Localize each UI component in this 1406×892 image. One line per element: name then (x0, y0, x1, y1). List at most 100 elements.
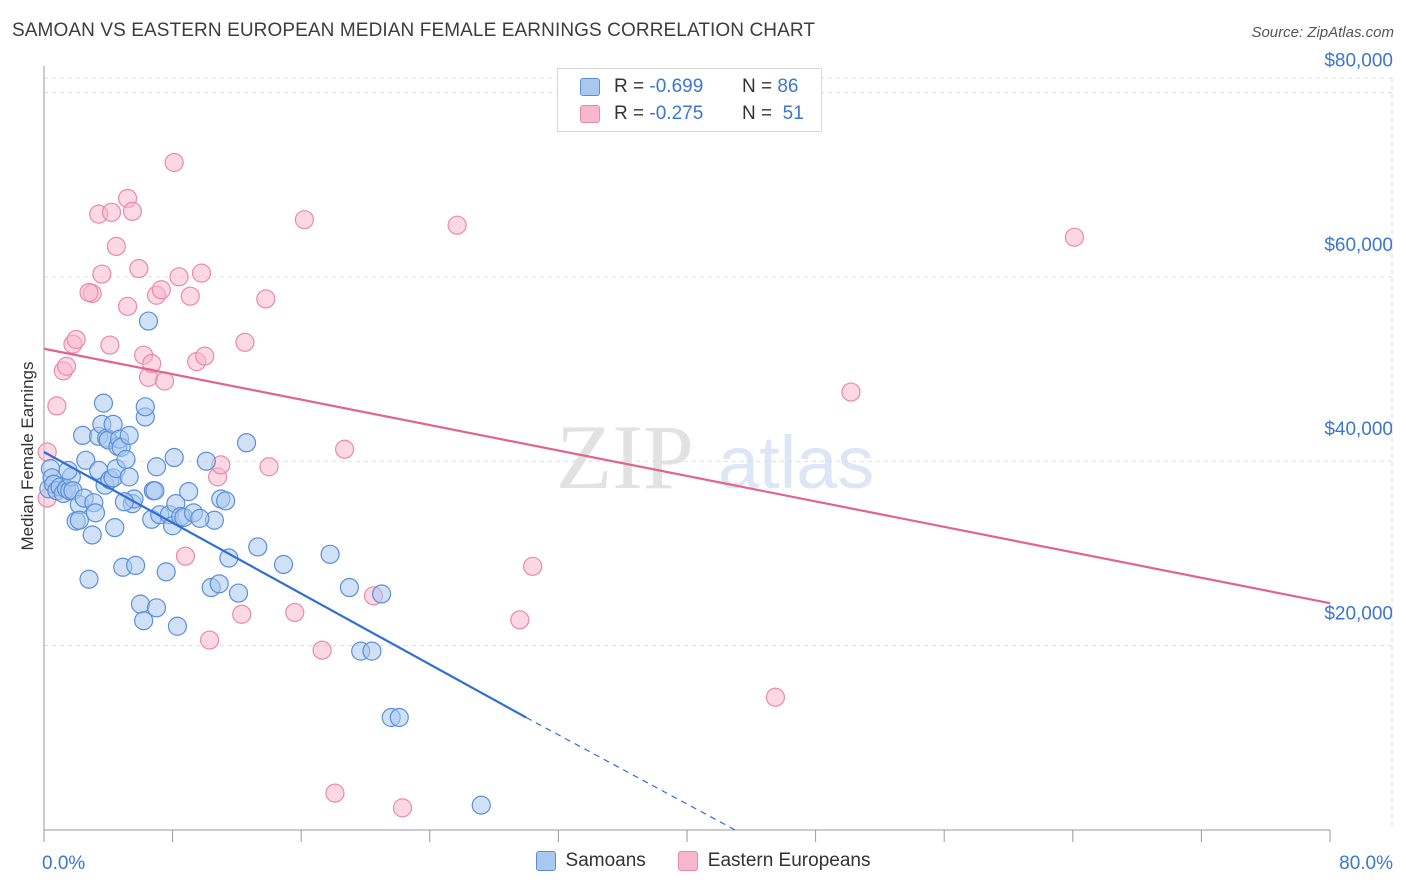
point-samoans (105, 517, 125, 538)
watermark-atlas: atlas (718, 421, 874, 504)
point-samoans (119, 425, 139, 446)
x-tick-label: 0.0% (42, 853, 85, 874)
point-eastern-europeans (195, 346, 215, 366)
point-samoans (138, 311, 159, 331)
point-samoans (93, 393, 114, 413)
point-samoans (236, 433, 257, 453)
point-samoans (228, 583, 249, 603)
point-eastern-europeans (56, 356, 77, 376)
point-eastern-europeans (47, 396, 67, 416)
y-tick-label: $20,000 (1324, 604, 1393, 625)
tick-labels: $20,000 $40,000 $60,000 $80,000 0.0% 80.0% (42, 50, 1393, 874)
point-samoans (389, 707, 409, 728)
point-samoans (79, 569, 99, 589)
point-samoans (273, 554, 294, 575)
point-eastern-europeans (191, 263, 212, 283)
point-eastern-europeans (100, 335, 120, 355)
y-tick-label: $40,000 (1324, 419, 1393, 440)
point-samoans (164, 447, 184, 468)
point-eastern-europeans (235, 332, 255, 352)
point-eastern-europeans (169, 267, 189, 287)
y-tick-label: $60,000 (1324, 235, 1393, 256)
y-tick-label: $80,000 (1324, 50, 1393, 71)
point-eastern-europeans (92, 264, 112, 284)
point-eastern-europeans (79, 282, 99, 303)
point-samoans (72, 425, 93, 446)
legend-item-samoans: Samoans (535, 850, 646, 872)
stats-legend: R = -0.699 N = 86 R = -0.275 N = 51 (557, 68, 822, 132)
point-samoans (190, 508, 210, 528)
samoans-swatch (580, 78, 600, 96)
point-eastern-europeans (256, 289, 276, 309)
point-eastern-europeans (151, 280, 171, 300)
samoans-swatch (535, 851, 556, 871)
point-samoans (362, 641, 382, 661)
point-samoans (179, 482, 199, 502)
r-value: -0.699 (649, 76, 704, 97)
point-eastern-europeans (325, 783, 345, 803)
r-label: R = (614, 103, 645, 124)
point-samoans (145, 481, 165, 501)
point-eastern-europeans (841, 382, 861, 402)
point-samoans (146, 598, 167, 618)
point-samoans (85, 503, 106, 523)
point-samoans (146, 457, 167, 477)
trend-lines (43, 347, 1331, 831)
point-eastern-europeans (447, 215, 467, 235)
eastern-europeans-swatch (677, 851, 698, 871)
point-eastern-europeans (765, 687, 786, 707)
point-eastern-europeans (1064, 227, 1085, 247)
point-samoans (371, 584, 392, 604)
point-samoans (82, 525, 102, 545)
watermark: ZIP atlas (556, 406, 874, 508)
r-value: -0.275 (649, 103, 704, 124)
point-samoans (248, 537, 268, 557)
x-tick-label: 80.0% (1339, 853, 1393, 874)
n-label: N = (741, 76, 773, 97)
legend-item-eastern-europeans: Eastern Europeans (677, 850, 871, 872)
trend-line-eastern-europeans (43, 347, 1331, 605)
point-eastern-europeans (335, 439, 355, 459)
point-samoans (126, 555, 146, 576)
point-samoans (320, 544, 340, 564)
point-samoans (216, 491, 236, 511)
watermark-zip: ZIP (556, 406, 694, 508)
point-eastern-europeans (285, 602, 305, 623)
source-credit: Source: ZipAtlas.com (1251, 24, 1394, 41)
point-eastern-europeans (129, 258, 149, 279)
data-points (37, 152, 1085, 818)
n-value: 51 (782, 103, 804, 124)
point-eastern-europeans (106, 236, 126, 257)
point-eastern-europeans (232, 604, 252, 624)
stats-row-eastern-europeans: R = -0.275 N = 51 (580, 100, 804, 128)
point-eastern-europeans (142, 353, 162, 374)
point-samoans (167, 616, 188, 636)
point-eastern-europeans (101, 202, 122, 222)
chart-title: SAMOAN VS EASTERN EUROPEAN MEDIAN FEMALE… (12, 20, 816, 41)
point-samoans (196, 451, 216, 471)
eastern-europeans-swatch (580, 105, 600, 123)
point-samoans (339, 577, 360, 598)
point-eastern-europeans (122, 201, 143, 221)
point-eastern-europeans (294, 210, 315, 230)
stats-row-samoans: R = -0.699 N = 86 (580, 73, 798, 101)
legend-label-eastern-europeans: Eastern Europeans (707, 850, 871, 871)
trend-line-samoans (43, 451, 527, 719)
point-samoans (76, 450, 96, 470)
point-eastern-europeans (392, 798, 413, 818)
point-eastern-europeans (259, 457, 279, 477)
point-eastern-europeans (510, 610, 530, 630)
point-samoans (130, 594, 151, 614)
r-label: R = (614, 76, 645, 97)
point-samoans (209, 574, 229, 594)
point-samoans (135, 397, 155, 417)
point-samoans (119, 467, 139, 487)
point-eastern-europeans (312, 640, 332, 660)
point-samoans (134, 611, 154, 631)
point-eastern-europeans (523, 556, 543, 576)
n-label: N = (741, 103, 773, 124)
point-eastern-europeans (117, 296, 138, 316)
legend-label-samoans: Samoans (565, 850, 646, 871)
point-samoans (156, 562, 176, 582)
